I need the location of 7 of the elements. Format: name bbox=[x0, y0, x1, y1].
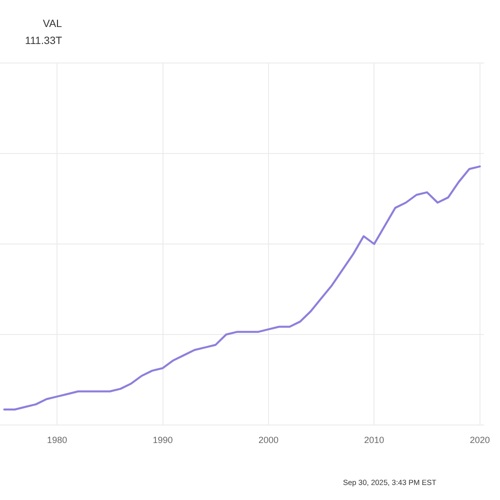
x-tick-label: 2020 bbox=[470, 434, 490, 445]
x-tick-label: 1980 bbox=[47, 434, 68, 445]
x-tick-label: 2010 bbox=[364, 434, 384, 445]
text: 111.33T bbox=[25, 35, 62, 48]
x-tick-label: 2000 bbox=[258, 434, 278, 445]
x-tick-label: 1990 bbox=[152, 434, 173, 445]
text: VAL bbox=[42, 18, 62, 30]
